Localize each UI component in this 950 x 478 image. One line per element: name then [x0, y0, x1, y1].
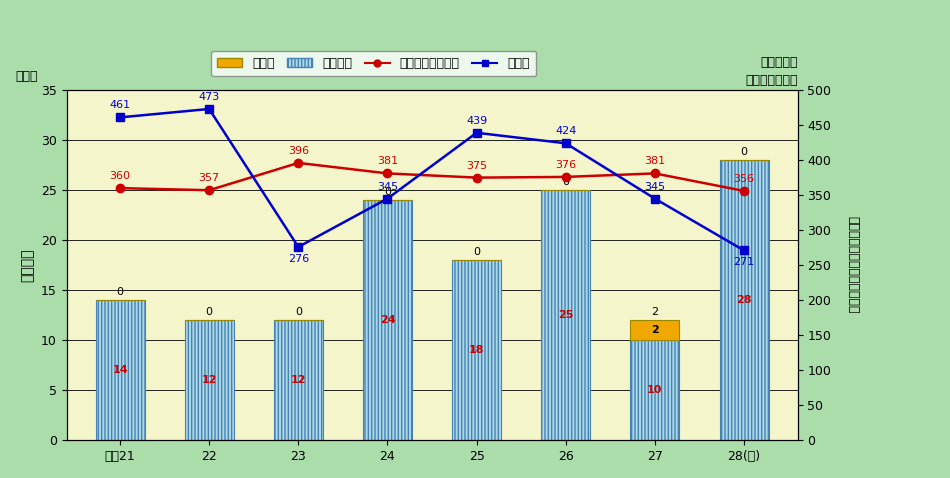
- Text: 12: 12: [201, 375, 217, 385]
- Line: 損害額: 損害額: [116, 105, 749, 255]
- Text: 10: 10: [647, 385, 662, 395]
- Text: 345: 345: [377, 182, 398, 192]
- Bar: [452, 260, 501, 440]
- Text: 0: 0: [384, 187, 391, 197]
- Text: 439: 439: [466, 116, 487, 126]
- 損害額: [471, 130, 483, 136]
- Text: 276: 276: [288, 254, 309, 264]
- Text: 2: 2: [651, 325, 658, 335]
- 流出事故発生件数: [382, 171, 393, 176]
- 流出事故発生件数: [114, 185, 125, 191]
- Bar: [719, 160, 769, 440]
- 流出事故発生件数: [471, 175, 483, 181]
- Text: 356: 356: [733, 174, 754, 184]
- Bar: [96, 300, 144, 440]
- Text: 0: 0: [473, 247, 480, 257]
- Text: 24: 24: [380, 315, 395, 325]
- Text: 375: 375: [466, 161, 487, 171]
- 損害額: [738, 248, 750, 253]
- Text: 376: 376: [555, 160, 577, 170]
- 損害額: [293, 244, 304, 250]
- Text: 0: 0: [294, 307, 302, 317]
- 損害額: [382, 196, 393, 202]
- Bar: [631, 320, 679, 340]
- Line: 流出事故発生件数: 流出事故発生件数: [116, 159, 749, 195]
- Text: 25: 25: [558, 310, 574, 320]
- Text: 381: 381: [377, 156, 398, 166]
- Text: 424: 424: [555, 126, 577, 136]
- Text: 0: 0: [205, 307, 213, 317]
- Y-axis label: 流出事故発生件数及び損害額: 流出事故発生件数及び損害額: [846, 217, 859, 314]
- Bar: [363, 200, 412, 440]
- Text: 0: 0: [740, 147, 748, 157]
- 損害額: [649, 196, 660, 202]
- Text: 345: 345: [644, 182, 665, 192]
- Text: 0: 0: [117, 287, 124, 297]
- Text: （人）: （人）: [15, 70, 38, 83]
- 損害額: [114, 115, 125, 120]
- 流出事故発生件数: [649, 171, 660, 176]
- 損害額: [560, 141, 572, 146]
- Y-axis label: 死傷者数: 死傷者数: [20, 249, 34, 282]
- Text: 18: 18: [469, 345, 484, 355]
- Text: 360: 360: [109, 171, 130, 181]
- Bar: [184, 320, 234, 440]
- Bar: [631, 340, 679, 440]
- Text: 381: 381: [644, 156, 665, 166]
- 損害額: [203, 106, 215, 112]
- Text: 2: 2: [652, 307, 658, 317]
- Bar: [274, 320, 323, 440]
- 流出事故発生件数: [738, 188, 750, 194]
- Text: 461: 461: [109, 100, 130, 110]
- Text: 14: 14: [112, 365, 128, 375]
- Text: 473: 473: [199, 92, 219, 102]
- 流出事故発生件数: [560, 174, 572, 180]
- 流出事故発生件数: [293, 160, 304, 166]
- Text: （各年中）: （各年中）: [760, 56, 797, 69]
- Text: 0: 0: [562, 177, 569, 187]
- Text: 396: 396: [288, 146, 309, 156]
- Text: 271: 271: [733, 258, 754, 268]
- Bar: [542, 190, 590, 440]
- Text: 12: 12: [291, 375, 306, 385]
- 流出事故発生件数: [203, 187, 215, 193]
- Text: （件、百万円）: （件、百万円）: [745, 74, 797, 87]
- Legend: 死者数, 負倡者数, 流出事故発生件数, 損害額: 死者数, 負倡者数, 流出事故発生件数, 損害額: [211, 51, 536, 76]
- Text: 28: 28: [736, 295, 751, 305]
- Text: 357: 357: [199, 173, 219, 183]
